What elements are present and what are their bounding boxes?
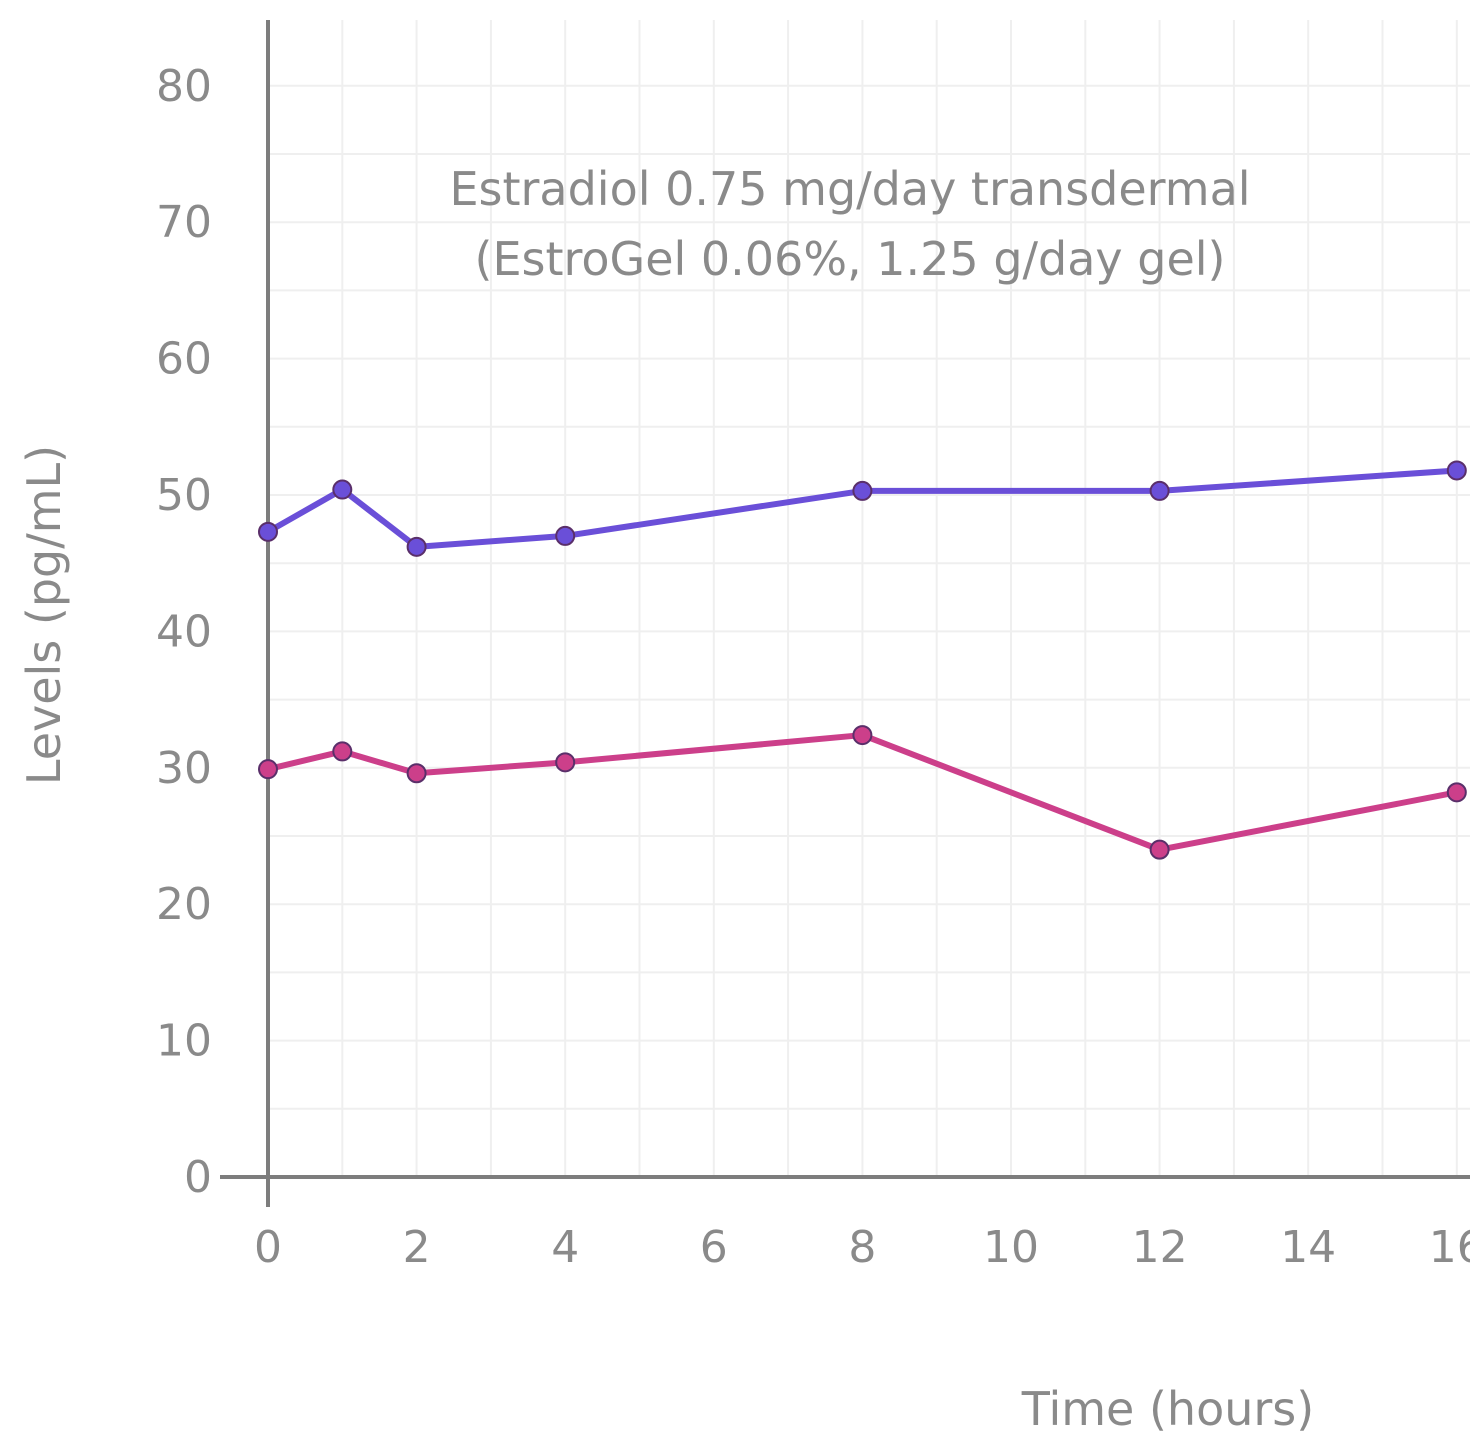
chart-annotation-line-2: (EstroGel 0.06%, 1.25 g/day gel) bbox=[475, 232, 1226, 286]
y-tick-label: 80 bbox=[156, 61, 212, 112]
series-1-point bbox=[852, 480, 873, 501]
chart-annotation-line-1: Estradiol 0.75 mg/day transdermal bbox=[449, 162, 1250, 216]
grid bbox=[268, 20, 1470, 1177]
y-tick-label: 50 bbox=[156, 470, 212, 521]
x-tick-label: 16 bbox=[1429, 1222, 1470, 1273]
series-1-point bbox=[406, 536, 427, 557]
x-tick-label: 6 bbox=[700, 1222, 728, 1273]
series-group bbox=[258, 460, 1467, 860]
y-axis-label: Levels (pg/mL) bbox=[17, 445, 71, 785]
axes bbox=[220, 20, 1470, 1207]
series-2-point bbox=[406, 763, 427, 784]
series-2-point bbox=[1149, 839, 1170, 860]
x-tick-label: 4 bbox=[551, 1222, 579, 1273]
y-tick-label: 30 bbox=[156, 743, 212, 794]
series-2-point bbox=[852, 725, 873, 746]
series-1-point bbox=[1446, 460, 1467, 481]
series-1-point bbox=[258, 521, 278, 542]
y-tick-label: 0 bbox=[184, 1152, 212, 1203]
x-tick-label: 2 bbox=[403, 1222, 431, 1273]
x-tick-label: 8 bbox=[848, 1222, 876, 1273]
x-axis-label: Time (hours) bbox=[1021, 1382, 1314, 1436]
y-tick-label: 60 bbox=[156, 334, 212, 385]
x-tick-label: 14 bbox=[1280, 1222, 1336, 1273]
x-tick-label: 10 bbox=[983, 1222, 1039, 1273]
x-tick-label: 0 bbox=[254, 1222, 282, 1273]
y-tick-label: 20 bbox=[156, 879, 212, 930]
series-1-point bbox=[332, 479, 353, 500]
series-2-point bbox=[332, 741, 353, 762]
series-2-point bbox=[258, 759, 278, 780]
series-2-point bbox=[555, 752, 576, 773]
series-2-point bbox=[1446, 782, 1467, 803]
series-1-point bbox=[1149, 480, 1170, 501]
y-tick-label: 70 bbox=[156, 197, 212, 248]
y-tick-label: 40 bbox=[156, 606, 212, 657]
tick-labels: 0 10 20 30 40 50 60 70 80 0 2 4 6 8 10 12 14 16 bbox=[156, 61, 1470, 1273]
y-tick-label: 10 bbox=[156, 1016, 212, 1067]
x-tick-label: 12 bbox=[1132, 1222, 1188, 1273]
series-1-point bbox=[555, 525, 576, 546]
